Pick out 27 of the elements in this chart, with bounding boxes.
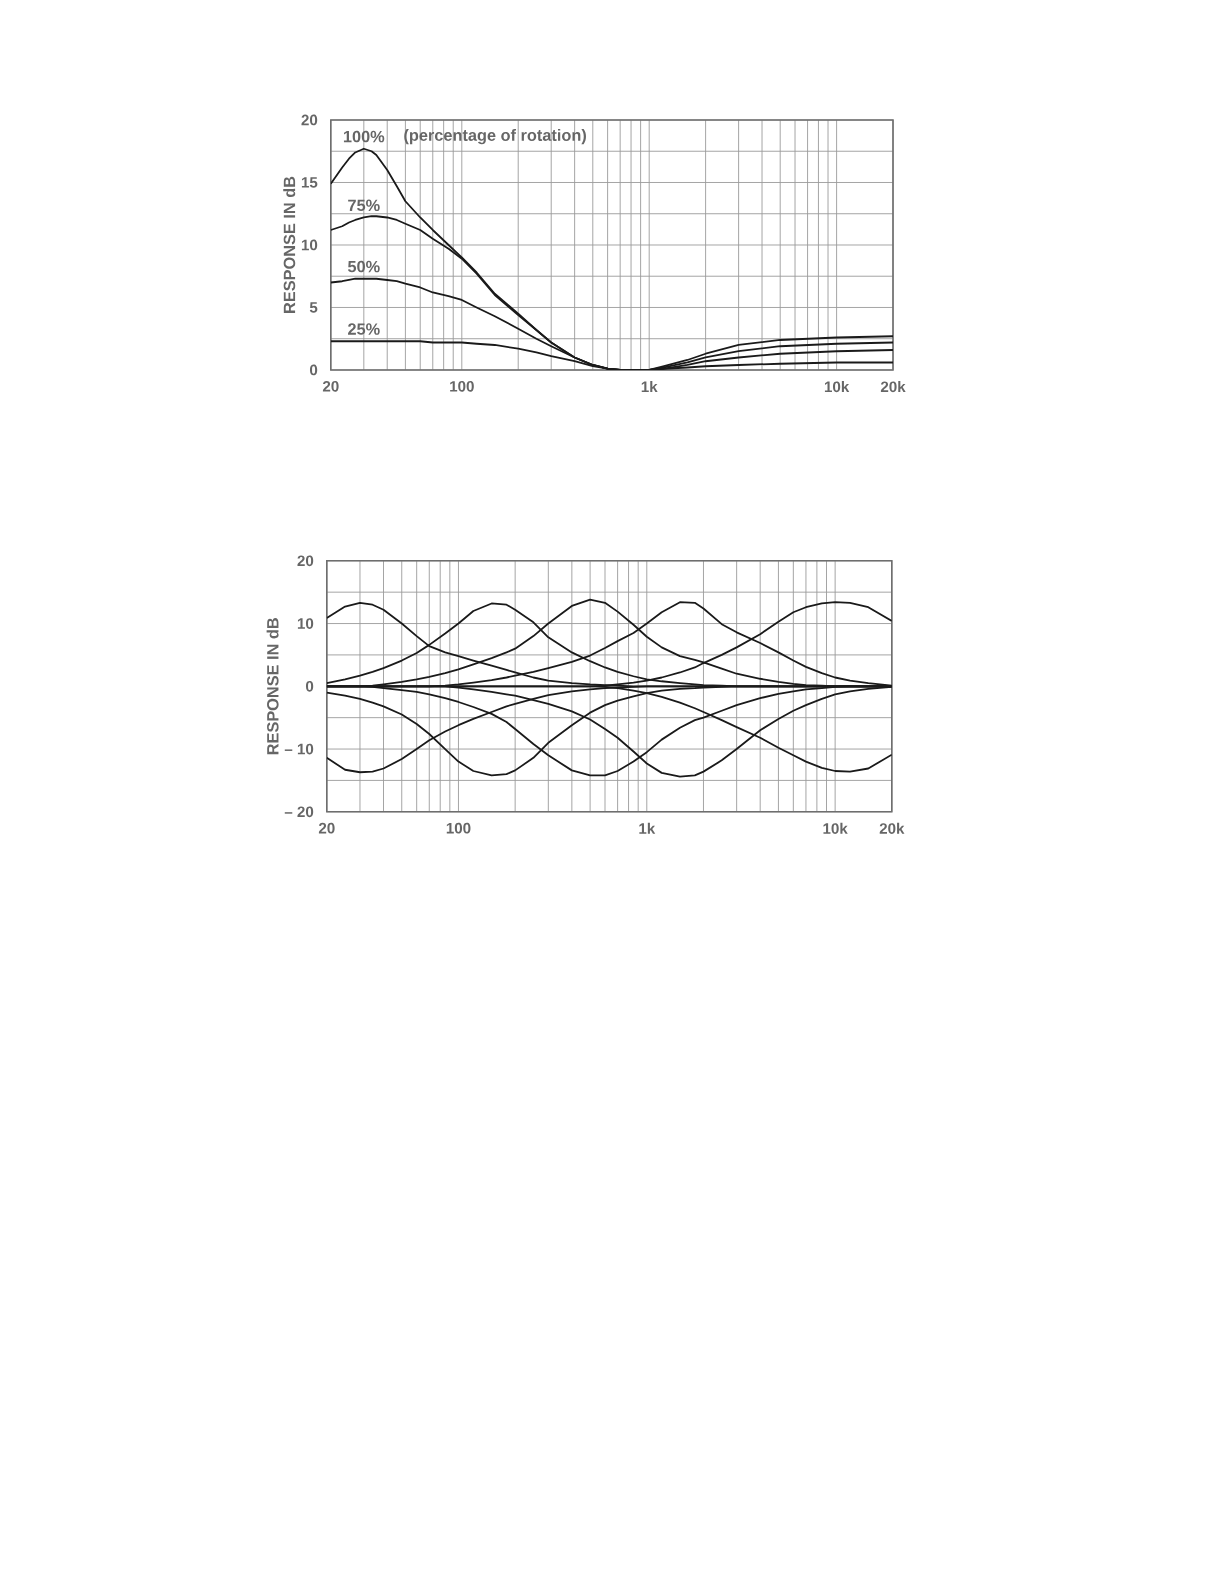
y-tick-label: 10	[297, 618, 314, 629]
y-tick-label: 20	[301, 114, 318, 126]
y-axis-title: RESPONSE IN dB	[266, 618, 279, 755]
y-tick-label: – 10	[284, 743, 314, 755]
y-tick-label: – 20	[284, 806, 314, 818]
y-tick-label: 5	[309, 302, 318, 313]
x-tick-label: 20k	[879, 822, 905, 834]
x-tick-label: 1k	[639, 822, 656, 834]
x-tick-label: 1k	[641, 381, 658, 392]
x-tick-label: 100	[450, 380, 474, 392]
y-tick-label: 15	[301, 177, 318, 188]
x-tick-label: 20	[318, 822, 335, 834]
series-label: 100%	[343, 130, 385, 143]
x-tick-label: 10k	[823, 822, 848, 834]
x-tick-label: 100	[446, 822, 471, 834]
y-tick-label: 0	[309, 364, 318, 376]
x-tick-label: 10k	[824, 381, 850, 393]
series-label: 50%	[347, 260, 380, 273]
y-tick-label: 0	[305, 680, 314, 692]
y-tick-label: 10	[301, 239, 318, 251]
x-tick-label: 20	[322, 380, 339, 392]
y-tick-label: 20	[297, 555, 314, 567]
series-label: 75%	[348, 199, 380, 212]
x-tick-label: 20k	[880, 381, 906, 393]
y-axis-title: RESPONSE IN dB	[283, 176, 296, 313]
annotation: (percentage of rotation)	[404, 128, 586, 145]
series-label: 25%	[348, 323, 380, 335]
